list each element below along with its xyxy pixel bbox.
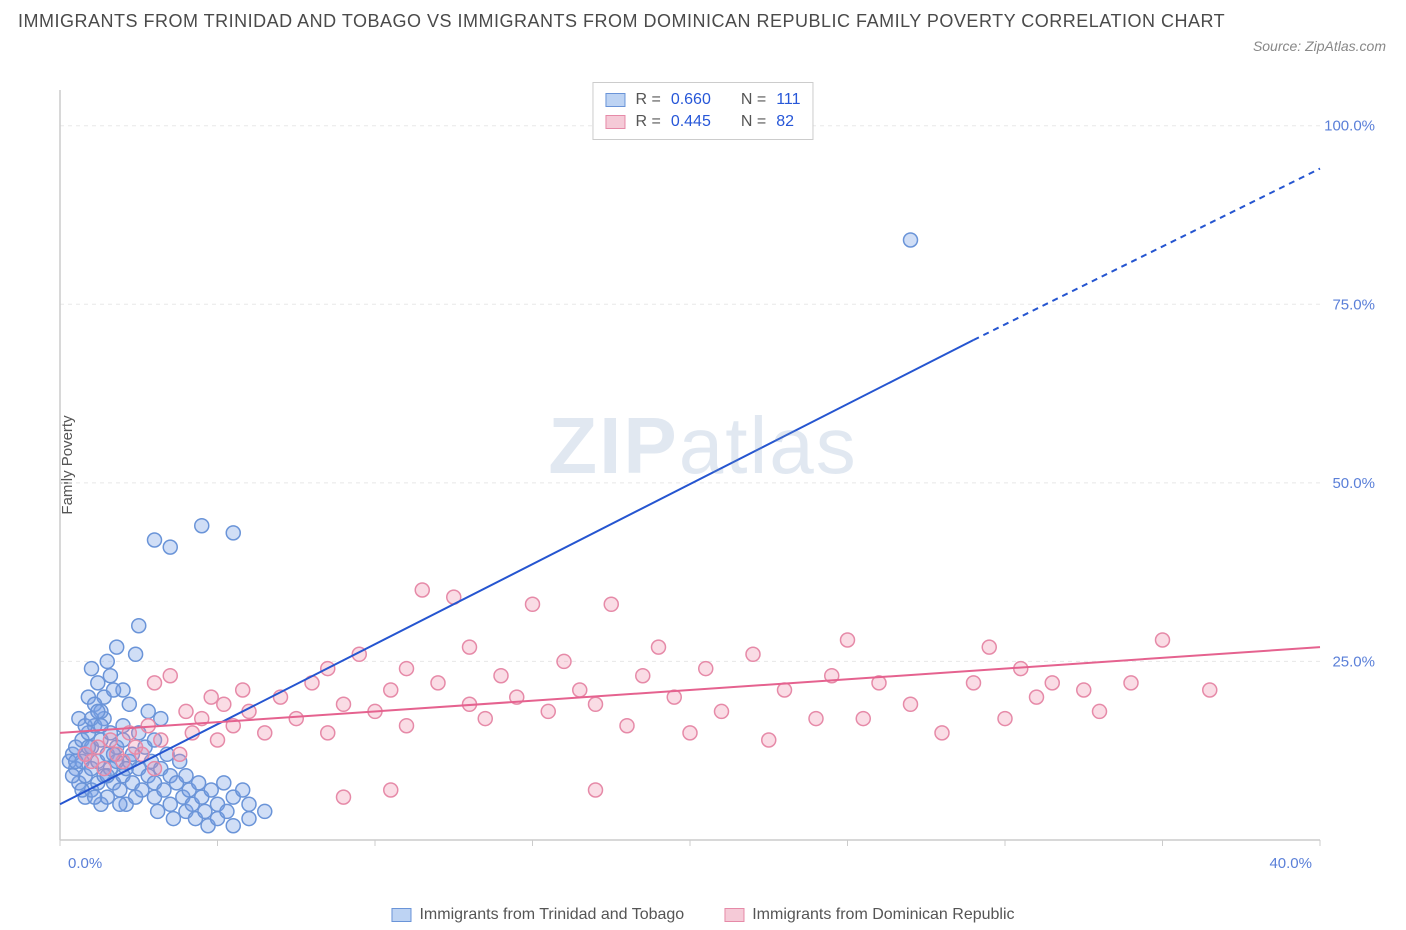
n-value-tt: 111 — [776, 91, 800, 109]
svg-text:50.0%: 50.0% — [1332, 475, 1375, 492]
scatter-svg: 25.0% 50.0% 75.0% 100.0% 0.0% 40.0% — [55, 80, 1385, 880]
stats-legend: R = 0.660 N = 111 R = 0.445 N = 82 — [592, 82, 813, 140]
r-value-dr: 0.445 — [671, 113, 711, 131]
swatch-tt — [605, 93, 625, 107]
n-label: N = — [741, 113, 766, 131]
chart-plot-area: 25.0% 50.0% 75.0% 100.0% 0.0% 40.0% — [55, 80, 1385, 880]
stats-row-dr: R = 0.445 N = 82 — [605, 111, 800, 133]
stats-row-tt: R = 0.660 N = 111 — [605, 89, 800, 111]
n-label: N = — [741, 91, 766, 109]
legend-item-dr: Immigrants from Dominican Republic — [724, 906, 1014, 924]
svg-text:0.0%: 0.0% — [68, 855, 102, 872]
swatch-dr-bottom — [724, 908, 744, 922]
legend-item-tt: Immigrants from Trinidad and Tobago — [391, 906, 684, 924]
r-value-tt: 0.660 — [671, 91, 711, 109]
svg-text:25.0%: 25.0% — [1332, 653, 1375, 670]
r-label: R = — [635, 113, 660, 131]
r-label: R = — [635, 91, 660, 109]
legend-label-dr: Immigrants from Dominican Republic — [752, 906, 1014, 924]
source-attribution: Source: ZipAtlas.com — [1253, 38, 1386, 54]
n-value-dr: 82 — [776, 113, 794, 131]
swatch-dr — [605, 115, 625, 129]
chart-title: IMMIGRANTS FROM TRINIDAD AND TOBAGO VS I… — [18, 8, 1266, 35]
legend-label-tt: Immigrants from Trinidad and Tobago — [419, 906, 684, 924]
svg-text:40.0%: 40.0% — [1269, 855, 1312, 872]
series-legend: Immigrants from Trinidad and Tobago Immi… — [391, 906, 1014, 924]
svg-text:100.0%: 100.0% — [1324, 118, 1375, 135]
svg-text:75.0%: 75.0% — [1332, 296, 1375, 313]
swatch-tt-bottom — [391, 908, 411, 922]
